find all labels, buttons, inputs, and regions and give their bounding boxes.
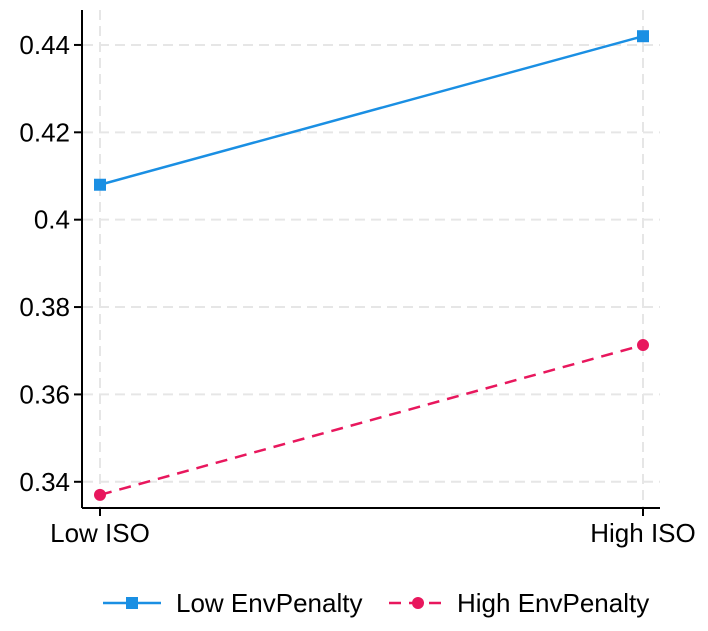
legend-item-1: High EnvPenalty (389, 588, 649, 618)
legend-label: Low EnvPenalty (176, 588, 362, 618)
x-tick-label: High ISO (590, 518, 696, 548)
y-tick-label: 0.34 (19, 467, 70, 497)
y-tick-label: 0.36 (19, 379, 70, 409)
x-axis-ticks: Low ISO High ISO (50, 508, 696, 548)
legend-swatch-marker (126, 597, 138, 609)
legend-item-0: Low EnvPenalty (103, 588, 362, 618)
y-axis-ticks: 0.34 0.36 0.38 0.4 0.42 0.44 (19, 30, 82, 497)
y-tick-label: 0.44 (19, 30, 70, 60)
data-point (637, 339, 649, 352)
y-tick-label: 0.38 (19, 292, 70, 322)
y-tick-label: 0.42 (19, 117, 70, 147)
legend-swatch-marker (412, 597, 424, 609)
data-point (94, 488, 106, 501)
series-line (99, 35, 644, 186)
y-tick-label: 0.4 (34, 205, 70, 235)
series-1 (94, 339, 649, 501)
axes (81, 10, 660, 509)
grid (83, 10, 660, 508)
legend: Low EnvPenalty High EnvPenalty (103, 588, 649, 618)
x-tick-label: Low ISO (50, 518, 150, 548)
legend-label: High EnvPenalty (457, 588, 649, 618)
data-point (637, 30, 649, 43)
data-point (94, 178, 106, 191)
series-0 (94, 30, 649, 191)
series-group (94, 30, 649, 501)
series-line (99, 343, 644, 497)
